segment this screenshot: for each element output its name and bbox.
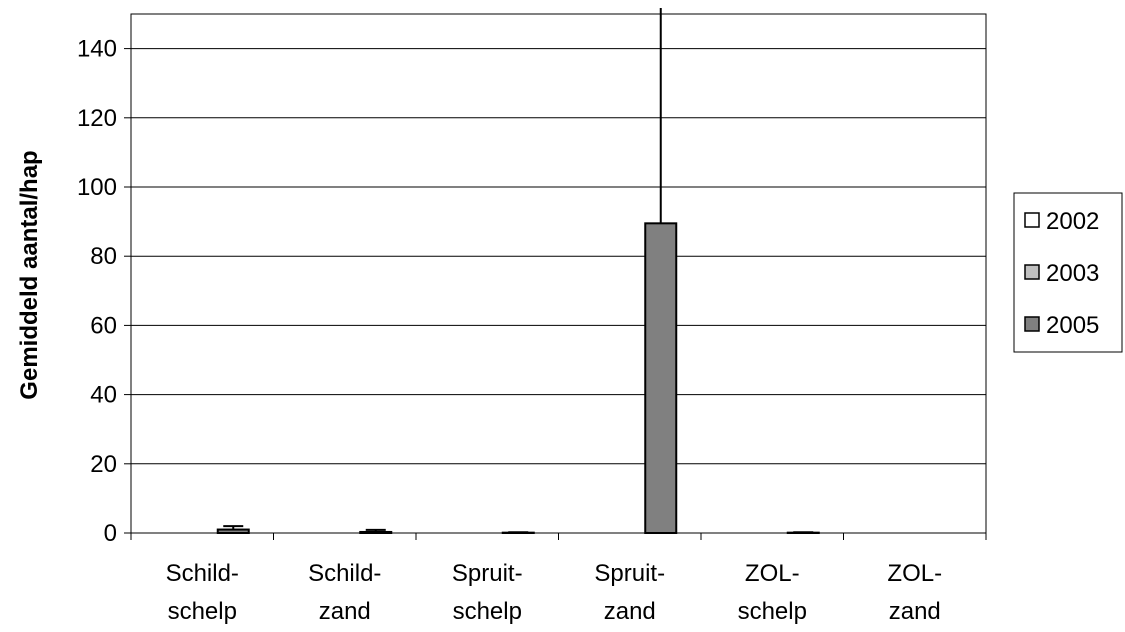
y-tick-labels: 0 20 40 60 80 100 120 140 — [77, 36, 117, 547]
x-tick-label: Spruit- — [452, 560, 523, 587]
x-tick-label: schelp — [168, 598, 237, 625]
x-tick-label: schelp — [453, 598, 522, 625]
axes — [124, 13, 987, 540]
legend-swatch — [1024, 316, 1040, 332]
x-tick-label: Schild- — [308, 560, 381, 587]
bar — [216, 528, 250, 534]
y-tick-label: 20 — [90, 451, 117, 478]
y-tick-label: 60 — [90, 312, 117, 339]
y-tick-label: 40 — [90, 382, 117, 409]
x-tick-label: zand — [889, 598, 941, 625]
y-tick-label: 0 — [104, 520, 117, 547]
x-tick-label: ZOL- — [745, 560, 800, 587]
x-tick-label: schelp — [738, 598, 807, 625]
legend-swatch — [1024, 212, 1040, 228]
x-tick-labels: Schild-schelp Schild-zand Spruit-schelp Spr… — [166, 560, 943, 625]
y-tick-label: 100 — [77, 174, 117, 201]
x-tick-label: zand — [319, 598, 371, 625]
x-tick-label: Schild- — [166, 560, 239, 587]
y-axis-title: Gemiddeld aantal/hap — [16, 150, 43, 399]
plot-area — [130, 13, 987, 534]
gridlines — [131, 48, 986, 465]
legend-label: 2005 — [1046, 312, 1099, 339]
legend-label: 2002 — [1046, 208, 1099, 235]
bar — [644, 222, 678, 535]
bars — [216, 222, 820, 535]
x-tick-label: zand — [604, 598, 656, 625]
error-bars — [223, 8, 814, 534]
x-tick-label: Spruit- — [594, 560, 665, 587]
legend-label: 2003 — [1046, 260, 1099, 287]
legend-swatch — [1024, 264, 1040, 280]
y-tick-label: 80 — [90, 243, 117, 270]
y-tick-label: 140 — [77, 36, 117, 63]
y-tick-label: 120 — [77, 105, 117, 132]
legend: 2002 2003 2005 — [1013, 192, 1123, 353]
x-tick-label: ZOL- — [887, 560, 942, 587]
